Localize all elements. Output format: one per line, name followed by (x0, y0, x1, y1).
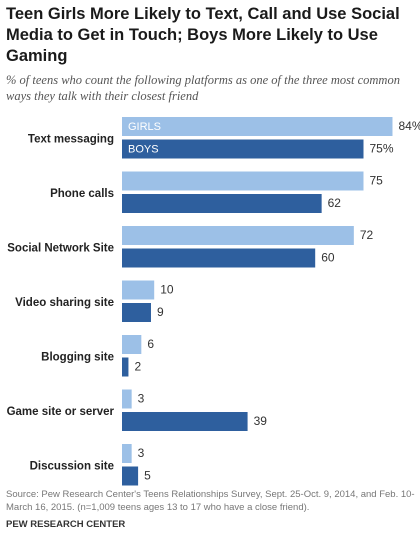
bar-girls-game-site-or-server (122, 389, 132, 409)
value-label-girls-video-sharing-site: 10 (160, 283, 174, 297)
bar-boys-video-sharing-site (122, 303, 151, 322)
value-label-boys-video-sharing-site: 9 (157, 305, 164, 319)
category-label-text-messaging: Text messaging (28, 134, 114, 146)
category-label-social-network-site: Social Network Site (7, 243, 114, 255)
bar-girls-social-network-site (122, 226, 354, 245)
category-label-game-site-or-server: Game site or server (7, 406, 115, 418)
value-label-girls-social-network-site: 72 (360, 228, 374, 242)
value-label-girls-phone-calls: 75 (370, 174, 384, 188)
value-label-girls-game-site-or-server: 3 (138, 392, 145, 406)
bar-girls-video-sharing-site (122, 280, 155, 300)
bar-boys-blogging-site (122, 357, 129, 377)
bar-boys-discussion-site (122, 466, 139, 486)
value-label-boys-blogging-site: 2 (134, 360, 141, 374)
bar-girls-phone-calls (122, 171, 364, 191)
bar-girls-text-messaging (122, 117, 393, 136)
chart-subtitle: % of teens who count the following platf… (6, 73, 400, 103)
category-label-discussion-site: Discussion site (30, 461, 114, 473)
category-label-blogging-site: Blogging site (41, 352, 114, 364)
legend-label-girls: GIRLS (128, 121, 161, 133)
value-label-boys-phone-calls: 62 (328, 196, 342, 210)
source-note: Source: Pew Research Center's Teens Rela… (6, 489, 415, 513)
value-label-boys-game-site-or-server: 39 (254, 414, 268, 428)
bar-girls-blogging-site (122, 335, 142, 354)
legend-label-boys: BOYS (128, 143, 159, 155)
bar-boys-text-messaging (122, 139, 364, 159)
bar-boys-social-network-site (122, 248, 316, 268)
value-label-boys-text-messaging: 75% (370, 142, 394, 156)
organization-label: PEW RESEARCH CENTER (6, 519, 126, 530)
bar-boys-phone-calls (122, 194, 322, 213)
category-label-video-sharing-site: Video sharing site (15, 297, 114, 309)
value-label-girls-blogging-site: 6 (147, 337, 154, 351)
bar-boys-game-site-or-server (122, 412, 248, 431)
bar-girls-discussion-site (122, 444, 132, 463)
chart-title: Teen Girls More Likely to Text, Call and… (6, 5, 400, 65)
value-label-girls-discussion-site: 3 (138, 446, 145, 460)
value-label-boys-discussion-site: 5 (144, 469, 151, 483)
value-label-boys-social-network-site: 60 (321, 251, 335, 265)
value-label-girls-text-messaging: 84% (398, 119, 420, 133)
category-label-phone-calls: Phone calls (50, 188, 114, 200)
